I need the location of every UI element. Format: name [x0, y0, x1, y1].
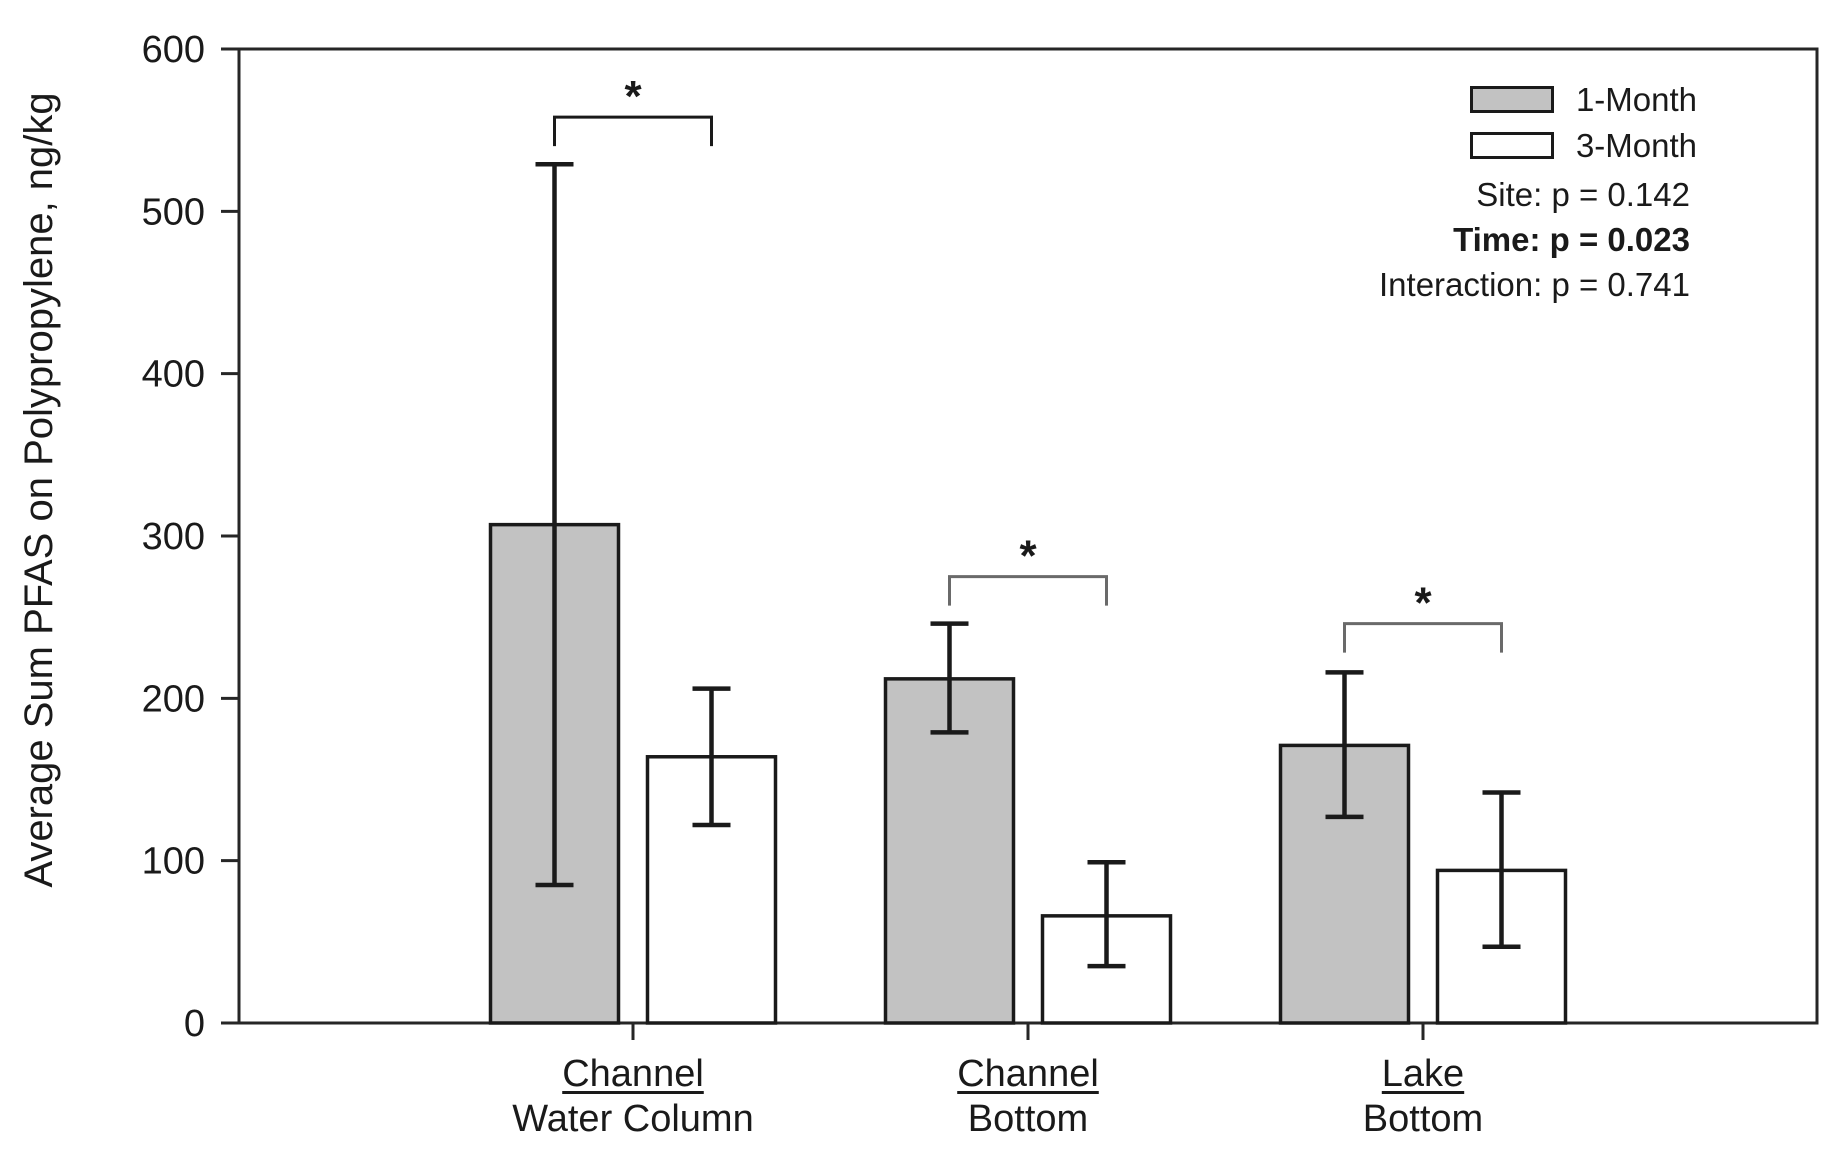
x-category-line1: Channel — [562, 1053, 704, 1095]
y-tick-label: 400 — [142, 354, 205, 396]
legend-label-1-month: 1-Month — [1575, 81, 1697, 118]
y-tick-label: 500 — [142, 191, 205, 233]
x-category-label-group1: Channel Water Column — [512, 1052, 753, 1142]
y-tick-label: 300 — [142, 516, 205, 558]
x-category-line2: Water Column — [512, 1098, 754, 1140]
x-category-line2: Bottom — [967, 1098, 1089, 1140]
sig-bracket — [1343, 622, 1503, 653]
sig-bracket — [553, 115, 713, 147]
x-category-line2: Bottom — [1362, 1098, 1484, 1140]
y-tick-label: 0 — [184, 1003, 205, 1045]
y-tick-label: 200 — [142, 678, 205, 720]
legend-swatch-1-month — [1469, 86, 1554, 113]
plot-content: 0 100 200 300 400 500 600 * * * — [142, 29, 1568, 1045]
y-tick-label: 100 — [142, 841, 205, 883]
stats-site: Site: p = 0.142 — [1476, 176, 1690, 213]
stats-time: Time: p = 0.023 — [1453, 221, 1690, 258]
legend-label-3-month: 3-Month — [1575, 127, 1697, 164]
stats-interaction: Interaction: p = 0.741 — [1379, 266, 1690, 303]
legend: 1-Month 3-Month — [1469, 81, 1697, 164]
x-category-line1: Channel — [957, 1053, 1099, 1095]
x-category-label-group2: Channel Bottom — [957, 1052, 1099, 1142]
legend-item-3-month: 3-Month — [1469, 127, 1697, 164]
sig-asterisk: * — [624, 72, 642, 121]
sig-asterisk: * — [1414, 579, 1432, 628]
sig-asterisk: * — [1019, 532, 1037, 581]
x-category-label-group3: Lake Bottom — [1363, 1052, 1483, 1142]
y-axis-title: Average Sum PFAS on Polypropylene, ng/kg — [17, 92, 61, 887]
stats-annotation: Site: p = 0.142 Time: p = 0.023 Interact… — [1379, 172, 1690, 307]
y-tick-label: 600 — [142, 29, 205, 71]
x-category-line1: Lake — [1381, 1053, 1465, 1095]
legend-item-1-month: 1-Month — [1469, 81, 1697, 118]
sig-bracket — [948, 575, 1108, 606]
legend-swatch-3-month — [1469, 132, 1554, 159]
